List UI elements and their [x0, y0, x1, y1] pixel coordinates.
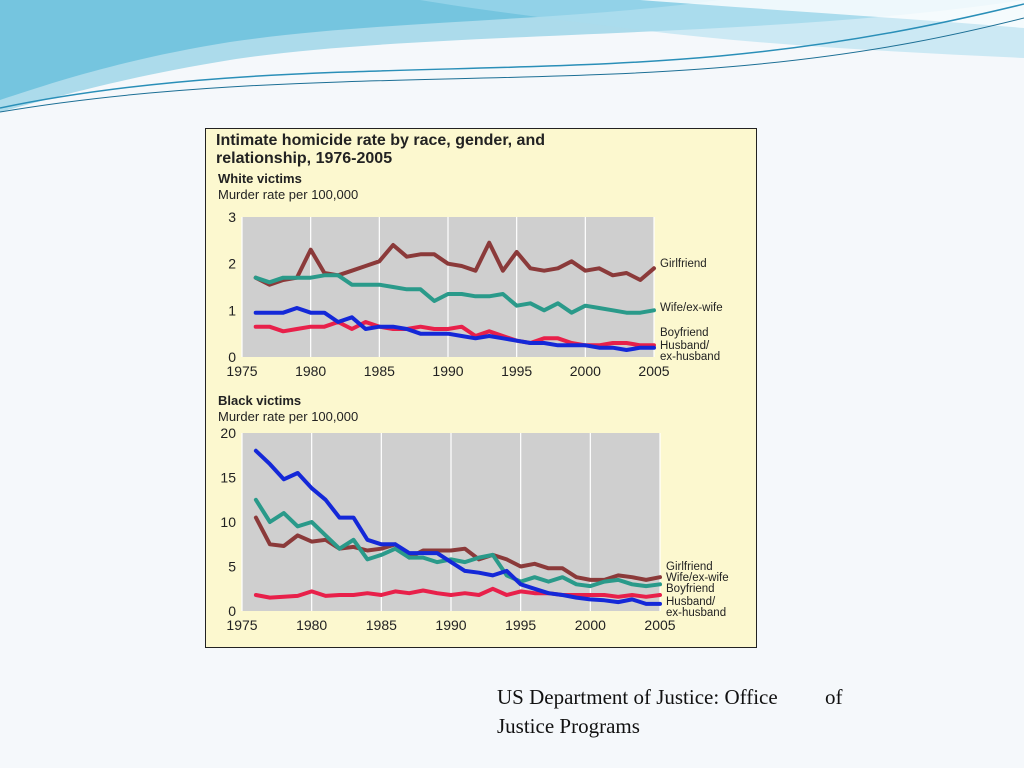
- white-victims-ylabel: Murder rate per 100,000: [218, 187, 359, 202]
- black-series-line-wife-ex-wife: [253, 497, 662, 589]
- black-xtick-label: 1980: [296, 617, 327, 633]
- source-caption-line-2: Justice Programs: [497, 714, 640, 738]
- chart-title: Intimate homicide rate by race, gender, …: [216, 132, 716, 168]
- black-ytick-label: 5: [228, 559, 236, 575]
- white-series-line-husband-ex-husband: [253, 306, 656, 352]
- white-series-label-boyfriend: Boyfriend: [660, 327, 709, 339]
- white-xtick-label: 2005: [638, 363, 669, 379]
- black-ytick-label: 20: [220, 425, 236, 441]
- black-series-line-husband-ex-husband: [253, 448, 662, 606]
- black-victims-title: Black victims: [218, 393, 302, 408]
- black-series-label-girlfriend: Girlfriend: [666, 561, 713, 573]
- black-series-label-husband-ex-husband: ex-husband: [666, 607, 726, 619]
- black-ytick-label: 15: [220, 470, 236, 486]
- header-swoosh-banner: [0, 0, 1024, 113]
- white-xtick-label: 1985: [364, 363, 395, 379]
- white-series-label-husband-ex-husband: Husband/: [660, 340, 710, 352]
- black-xtick-label: 1995: [505, 617, 536, 633]
- white-xtick-label: 1975: [226, 363, 257, 379]
- source-caption-line-1: US Department of Justice: Office of: [497, 685, 843, 709]
- black-xtick-label: 2000: [575, 617, 606, 633]
- black-xtick-label: 1990: [435, 617, 466, 633]
- white-xtick-label: 1995: [501, 363, 532, 379]
- black-xtick-label: 1985: [366, 617, 397, 633]
- white-series-label-girlfriend: Girlfriend: [660, 258, 707, 270]
- black-xtick-label: 2005: [644, 617, 675, 633]
- white-series-label-husband-ex-husband: ex-husband: [660, 351, 720, 363]
- black-series-label-husband-ex-husband: Husband/: [666, 596, 716, 608]
- white-xtick-label: 2000: [570, 363, 601, 379]
- black-series-label-wife-ex-wife: Wife/ex-wife: [666, 572, 729, 584]
- white-ytick-label: 3: [228, 209, 236, 225]
- black-series-line-boyfriend: [253, 586, 662, 600]
- white-series-label-wife-ex-wife: Wife/ex-wife: [660, 302, 723, 314]
- black-series-label-boyfriend: Boyfriend: [666, 583, 715, 595]
- source-caption: US Department of Justice: Office of Just…: [497, 683, 937, 741]
- white-xtick-label: 1990: [432, 363, 463, 379]
- white-series-line-girlfriend: [253, 240, 656, 287]
- black-series-line-girlfriend: [253, 515, 662, 582]
- white-ytick-label: 0: [228, 349, 236, 365]
- white-ytick-label: 1: [228, 302, 236, 318]
- chart-title-line-1: Intimate homicide rate by race, gender, …: [216, 132, 545, 149]
- black-victims-ylabel: Murder rate per 100,000: [218, 409, 359, 424]
- chart-figure: 0 1 2 3 1975 1980 1985 1990 1995 2000 2005 Girlfrie…: [205, 128, 757, 648]
- black-xtick-label: 1975: [226, 617, 257, 633]
- chart-title-line-2: relationship, 1976-2005: [216, 150, 393, 167]
- white-series-line-wife-ex-wife: [253, 273, 656, 315]
- white-victims-title: White victims: [218, 171, 302, 186]
- black-ytick-label: 0: [228, 603, 236, 619]
- white-ytick-label: 2: [228, 256, 236, 272]
- white-xtick-label: 1980: [295, 363, 326, 379]
- black-ytick-label: 10: [220, 514, 236, 530]
